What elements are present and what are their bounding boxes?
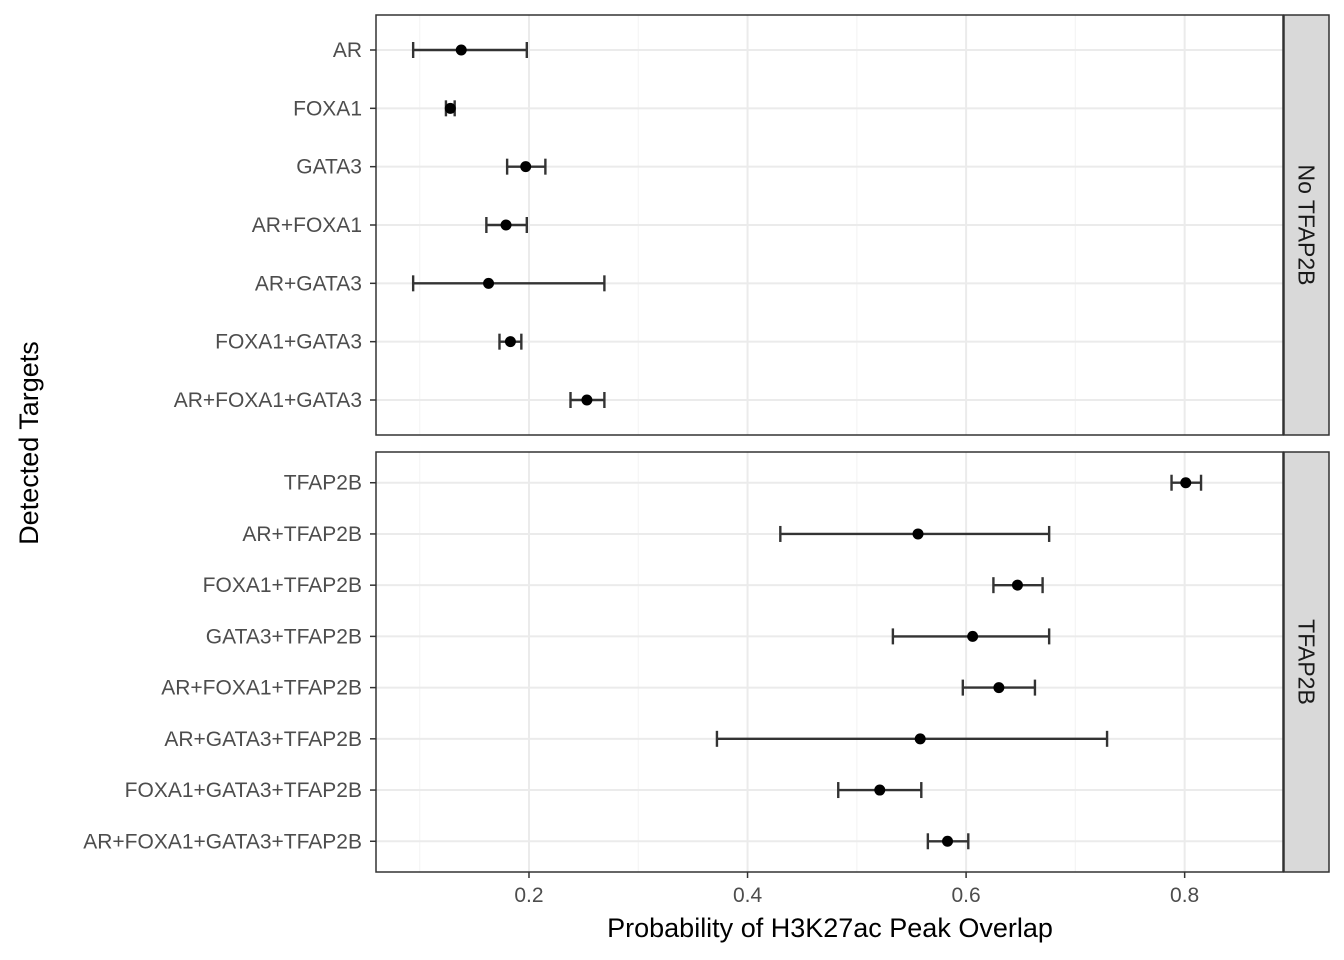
x-tick-label: 0.8 <box>1170 884 1199 907</box>
y-tick-label: FOXA1 <box>293 97 362 120</box>
y-tick-label: AR+FOXA1+GATA3+TFAP2B <box>83 830 362 853</box>
point-estimate <box>500 219 512 231</box>
point-estimate <box>914 733 926 745</box>
x-tick-label: 0.4 <box>733 884 763 907</box>
point-estimate <box>993 682 1005 694</box>
y-tick-label: AR+FOXA1+TFAP2B <box>161 677 362 700</box>
y-tick-label: FOXA1+GATA3+TFAP2B <box>125 779 362 802</box>
point-estimate <box>455 44 467 56</box>
x-axis: 0.2 0.4 0.6 0.8 <box>514 872 1199 907</box>
y-tick-label: GATA3 <box>296 156 362 179</box>
panel-background <box>376 452 1283 872</box>
point-estimate <box>874 784 886 796</box>
point-estimate <box>967 630 979 642</box>
facet-strip <box>1283 451 1330 873</box>
point-estimate <box>483 277 495 289</box>
point-estimate <box>1011 579 1023 591</box>
point-estimate <box>912 528 924 540</box>
y-tick-label: GATA3+TFAP2B <box>206 625 362 648</box>
y-tick-label: AR+FOXA1 <box>252 214 362 237</box>
facet-strip <box>1283 14 1330 436</box>
point-estimate <box>444 102 456 114</box>
y-tick-label: AR+TFAP2B <box>242 523 362 546</box>
y-tick-label: FOXA1+TFAP2B <box>203 574 362 597</box>
y-tick-label: AR+GATA3 <box>255 272 362 295</box>
point-estimate <box>942 835 954 847</box>
facet-strip-label: TFAP2B <box>1294 619 1320 705</box>
y-axis-title: Detected Targets <box>14 341 44 545</box>
panel-border <box>375 14 1284 436</box>
y-tick-label: AR <box>333 39 362 62</box>
panel-border <box>375 451 1284 873</box>
y-tick-label: AR+FOXA1+GATA3 <box>174 389 362 412</box>
y-tick-label: TFAP2B <box>284 472 362 495</box>
facet-panels: AR FOXA1 GATA3 AR+FOXA1 AR+GATA3 FOXA1+GATA3 A… <box>83 14 1330 873</box>
x-tick-label: 0.2 <box>514 884 543 907</box>
facet-panel-2: TFAP2B AR+TFAP2B FOXA1+TFAP2B GATA3+TFAP2B A… <box>83 451 1330 873</box>
facet-panel-1: AR FOXA1 GATA3 AR+FOXA1 AR+GATA3 FOXA1+GATA3 A… <box>174 14 1330 436</box>
x-axis-title: Probability of H3K27ac Peak Overlap <box>607 913 1053 943</box>
y-tick-label: FOXA1+GATA3 <box>215 331 362 354</box>
point-estimate <box>1180 477 1192 489</box>
facet-strip-label: No TFAP2B <box>1294 164 1320 285</box>
point-estimate <box>581 394 593 406</box>
point-estimate <box>520 161 532 173</box>
point-estimate <box>504 336 516 348</box>
x-tick-label: 0.6 <box>951 884 980 907</box>
y-tick-label: AR+GATA3+TFAP2B <box>164 728 362 751</box>
